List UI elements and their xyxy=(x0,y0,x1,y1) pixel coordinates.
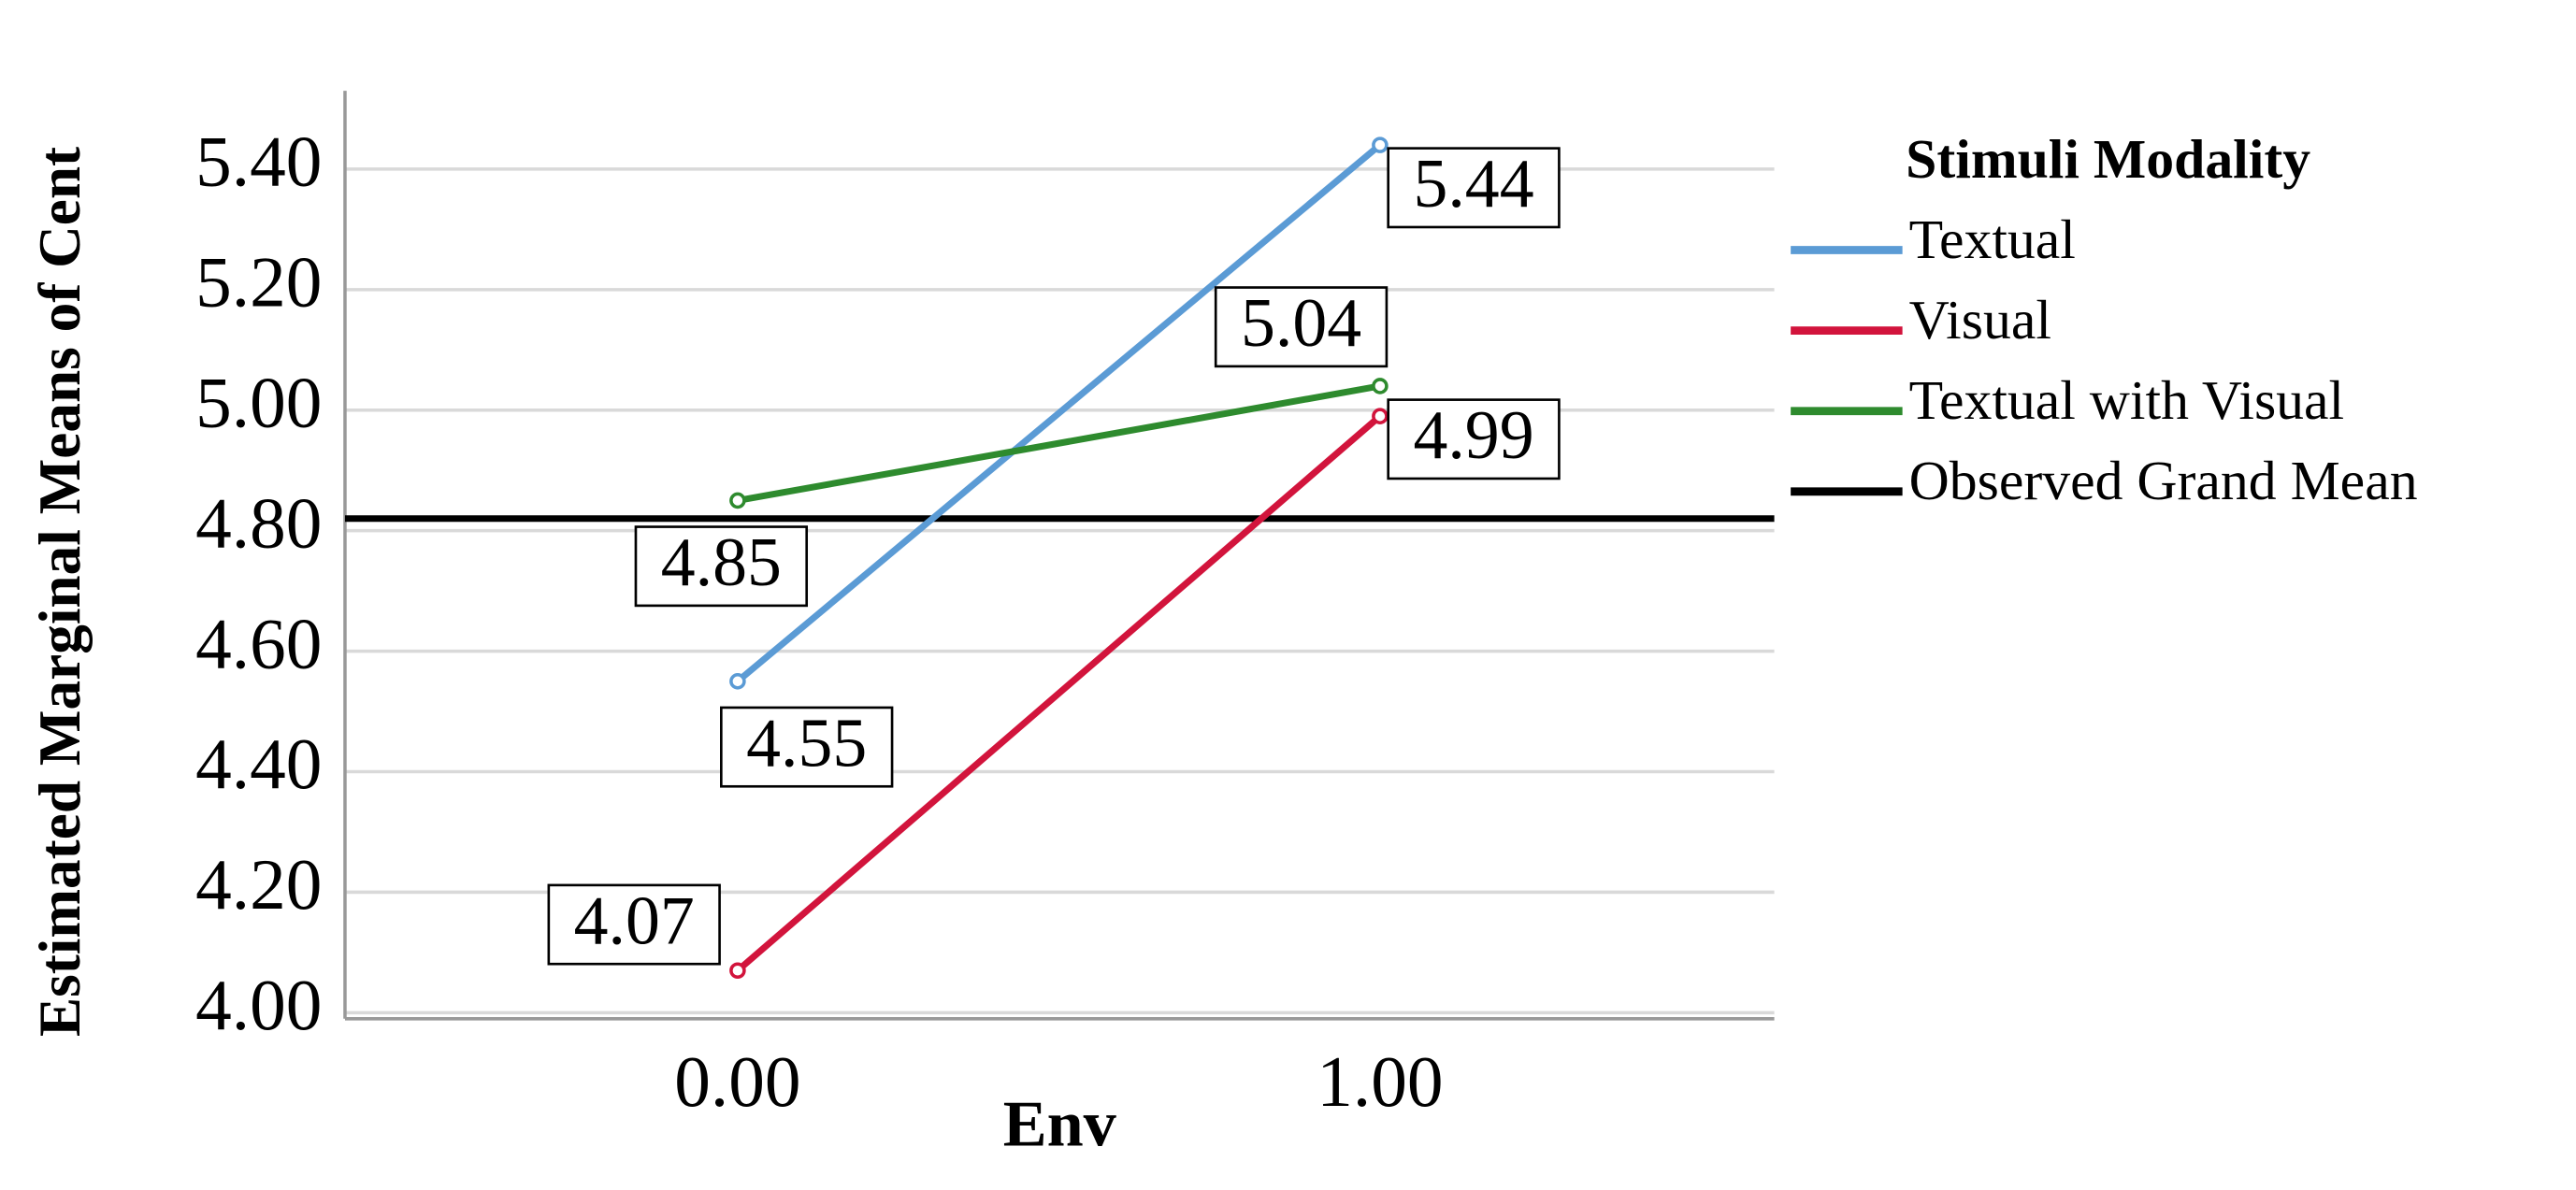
point xyxy=(729,673,746,690)
data-label: 4.55 xyxy=(746,705,867,781)
y-tick-label: 5.20 xyxy=(195,242,322,323)
data-label-box xyxy=(634,525,809,608)
x-axis-title: Env xyxy=(1003,1087,1117,1160)
data-label: 4.85 xyxy=(661,523,782,600)
legend-label: Observed Grand Mean xyxy=(1909,450,2418,511)
y-tick-label: 4.60 xyxy=(195,603,322,683)
y-tick-label: 4.80 xyxy=(195,482,322,563)
y-tick-label: 5.00 xyxy=(195,362,322,442)
data-label: 4.07 xyxy=(574,882,695,958)
point xyxy=(729,492,746,509)
series-line xyxy=(735,413,1383,973)
legend-label: Textual xyxy=(1909,208,2076,270)
point xyxy=(1372,408,1389,424)
series-line xyxy=(737,382,1381,504)
data-label: 4.99 xyxy=(1413,396,1533,473)
legend-label: Visual xyxy=(1909,289,2051,351)
x-tick-label: 0.00 xyxy=(674,1041,800,1122)
point xyxy=(1372,136,1389,153)
data-label-box xyxy=(1214,286,1389,368)
legend-label: Textual with Visual xyxy=(1909,369,2345,431)
y-tick-label: 4.00 xyxy=(195,965,322,1045)
data-label-box xyxy=(547,883,721,966)
y-axis-title: Estimated Marginal Means of Cent xyxy=(27,147,93,1037)
x-tick-label: 1.00 xyxy=(1317,1041,1443,1122)
data-label-box xyxy=(1387,147,1561,229)
data-label: 5.44 xyxy=(1413,145,1533,222)
data-label: 5.04 xyxy=(1241,284,1361,361)
point xyxy=(729,962,746,980)
data-label-box xyxy=(1387,398,1561,480)
data-label-box xyxy=(720,706,894,788)
legend-title: Stimuli Modality xyxy=(1906,128,2310,190)
series-line xyxy=(735,142,1383,684)
y-tick-label: 5.40 xyxy=(195,122,322,202)
point xyxy=(1372,378,1389,394)
y-tick-label: 4.40 xyxy=(195,724,322,804)
y-tick-label: 4.20 xyxy=(195,844,322,925)
